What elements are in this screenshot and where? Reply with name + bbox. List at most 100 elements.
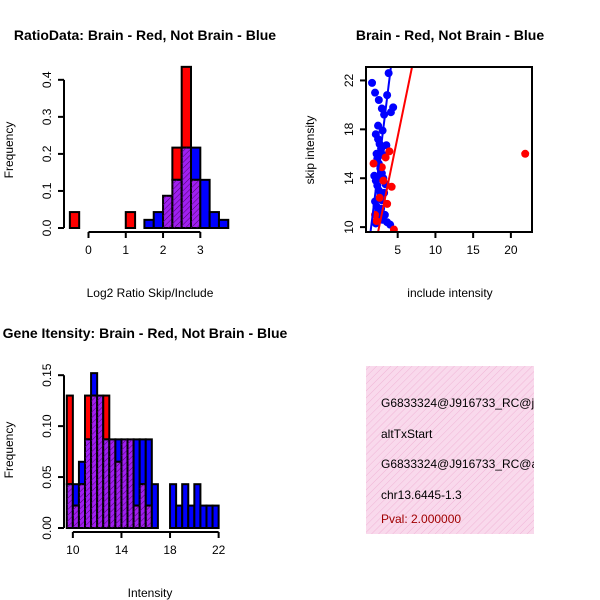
x-tick-label: 1 [122, 243, 129, 257]
info-box-hatching [366, 366, 534, 534]
histogram-bar [150, 483, 159, 530]
brain-point [381, 153, 390, 162]
histogram-bar [199, 178, 211, 230]
intensity-x-axis-title: Intensity [128, 586, 173, 600]
histogram-bar-hatching [145, 505, 152, 528]
intensity-axes: 10 14 18 22 0.00 0.05 0.10 0.15 [40, 363, 226, 557]
x-tick-label: 18 [163, 543, 177, 557]
histogram-bar [68, 211, 81, 229]
x-tick-label: 0 [85, 243, 92, 257]
intensity-scatter-panel: Brain - Red, Not Brain - Blue 5 10 15 20 10 1… [303, 27, 544, 300]
ratio-x-axis-title: Log2 Ratio Skip/Include [87, 286, 214, 300]
intensity-y-axis-title: Frequency [2, 422, 16, 479]
brain-point [379, 176, 388, 185]
histogram-bar [152, 211, 165, 229]
ratio-chart-title: RatioData: Brain - Red, Not Brain - Blue [14, 27, 276, 43]
histogram-bar [180, 65, 193, 149]
ratio-axes: 0 1 2 3 0.0 0.1 0.2 0.3 0.4 [40, 71, 204, 257]
x-tick-label: 5 [394, 243, 401, 257]
y-tick-label: 0.2 [40, 145, 54, 162]
x-tick-label: 22 [212, 543, 226, 557]
y-tick-label: 0.05 [40, 465, 54, 489]
histogram-bar-hatching [97, 395, 104, 528]
histogram-bar [190, 146, 202, 181]
scatter-axes: 5 10 15 20 10 14 18 22 [342, 66, 533, 257]
intensity-chart-title: Gene Itensity: Brain - Red, Not Brain - … [3, 325, 288, 341]
y-tick-label: 22 [342, 73, 356, 87]
histogram-bar [143, 218, 155, 230]
x-tick-label: 20 [504, 243, 518, 257]
not-brain-fit-line [369, 67, 392, 232]
x-tick-label: 15 [466, 243, 480, 257]
scatter-y-axis-title: skip intensity [303, 116, 317, 185]
ratio-bars [68, 65, 230, 230]
info-panel: G6833324@J916733_RC@j_at altTxStart G683… [366, 366, 555, 534]
info-location: chr13.6445-1.3 [381, 488, 462, 502]
histogram-bar-hatching [78, 484, 86, 528]
scatter-clip-group [368, 67, 530, 232]
info-event-type: altTxStart [381, 427, 433, 441]
y-tick-label: 0.3 [40, 108, 54, 125]
histogram-bar-hatching [85, 439, 92, 528]
y-tick-label: 0.00 [40, 516, 54, 540]
info-gene-id-2: G6833324@J916733_RC@a_at [381, 457, 555, 471]
histogram-bar-hatching [133, 505, 140, 528]
ratio-y-axis-title: Frequency [2, 122, 16, 179]
x-tick-label: 10 [66, 543, 80, 557]
not-brain-point [374, 121, 383, 130]
y-tick-label: 0.10 [40, 414, 54, 438]
histogram-bar-hatching [115, 461, 122, 528]
y-tick-label: 0.4 [40, 71, 54, 88]
brain-point [385, 147, 394, 156]
x-tick-label: 14 [115, 543, 129, 557]
ratio-histogram-panel: RatioData: Brain - Red, Not Brain - Blue… [2, 27, 276, 300]
histogram-bar-hatching [66, 484, 73, 528]
histogram-bar [211, 504, 220, 529]
x-tick-label: 3 [197, 243, 204, 257]
not-brain-point [377, 104, 386, 113]
histogram-bar [208, 211, 220, 229]
not-brain-point [371, 88, 380, 97]
scatter-plot-area [368, 67, 530, 232]
histogram-bar-hatching [191, 179, 201, 228]
histogram-bar [171, 146, 183, 181]
y-tick-label: 0.0 [40, 219, 54, 236]
brain-fit-line [377, 67, 414, 232]
not-brain-point [389, 103, 398, 112]
brain-point [389, 225, 398, 232]
brain-point [369, 159, 378, 168]
brain-point [521, 149, 530, 158]
y-tick-label: 0.15 [40, 363, 54, 387]
histogram-bar [90, 372, 99, 397]
histogram-bar-hatching [139, 484, 146, 528]
brain-point [377, 163, 386, 172]
histogram-bar-hatching [172, 179, 182, 228]
not-brain-point [382, 141, 391, 150]
brain-point [375, 193, 384, 202]
info-gene-id-1: G6833324@J916733_RC@j_at [381, 396, 551, 410]
intensity-bars [65, 372, 220, 530]
x-tick-label: 2 [160, 243, 167, 257]
histogram-bar-hatching [91, 395, 98, 528]
histogram-bar [217, 218, 230, 230]
intensity-histogram-panel: Gene Itensity: Brain - Red, Not Brain - … [2, 325, 288, 600]
y-tick-label: 10 [342, 220, 356, 234]
histogram-bar [124, 211, 137, 229]
histogram-bar-hatching [72, 505, 79, 528]
brain-point [372, 217, 381, 225]
brain-point [387, 182, 396, 191]
scatter-chart-title: Brain - Red, Not Brain - Blue [356, 27, 544, 43]
histogram-bar [102, 394, 111, 441]
histogram-bar [65, 394, 74, 486]
scatter-x-axis-title: include intensity [407, 286, 492, 300]
scatter-frame [365, 66, 533, 233]
not-brain-point [374, 96, 383, 104]
not-brain-point [368, 78, 377, 87]
y-tick-label: 18 [342, 122, 356, 136]
histogram-bar-hatching [121, 439, 128, 528]
y-tick-label: 14 [342, 171, 356, 185]
histogram-bar-hatching [127, 439, 134, 528]
histogram-bar-hatching [103, 439, 110, 528]
x-tick-label: 10 [429, 243, 443, 257]
